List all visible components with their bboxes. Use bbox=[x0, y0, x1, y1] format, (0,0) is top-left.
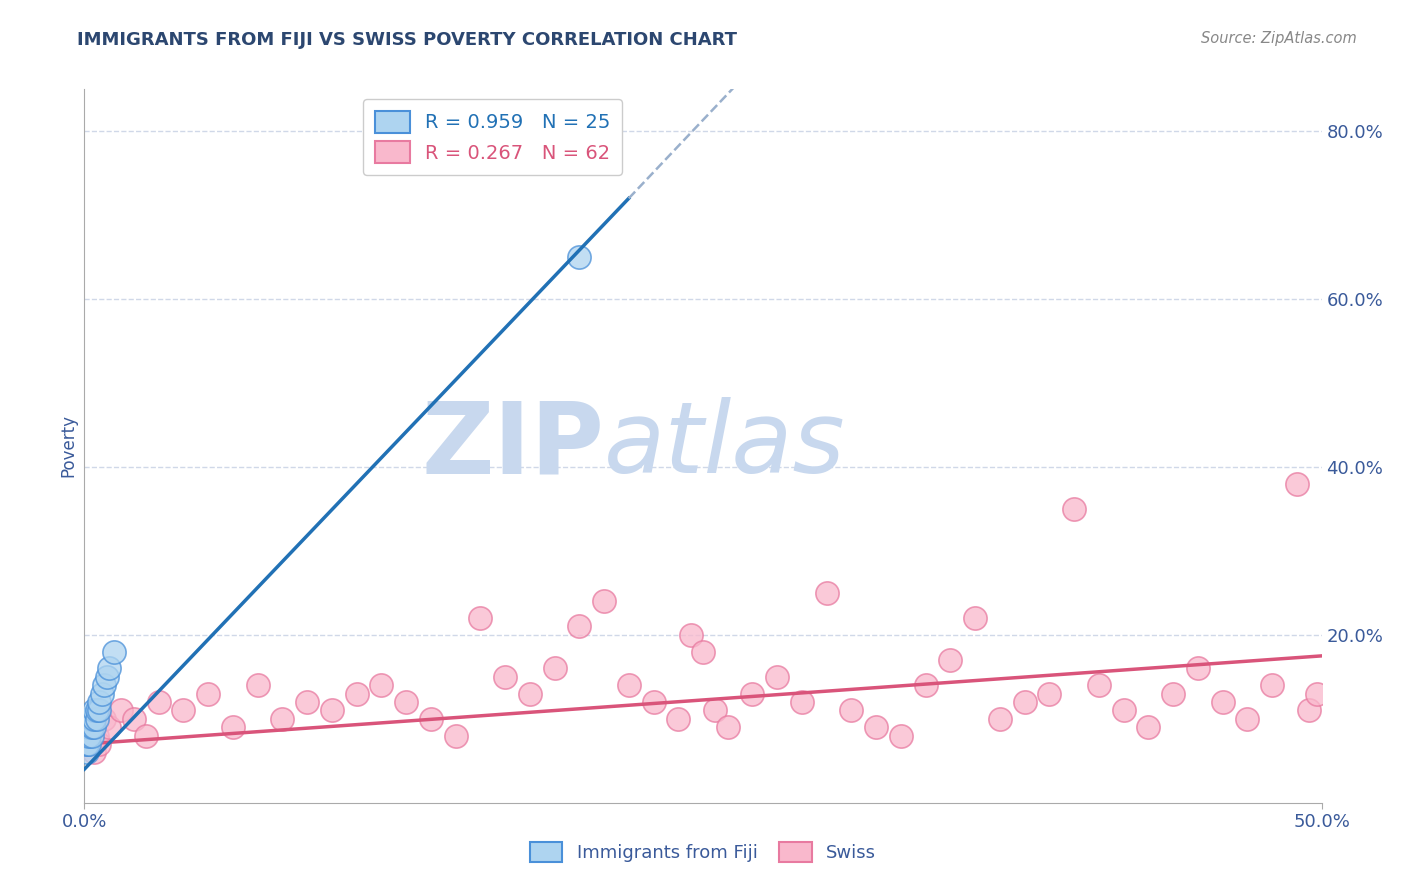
Point bbox=[346, 687, 368, 701]
Point bbox=[1038, 687, 1060, 701]
Text: IMMIGRANTS FROM FIJI VS SWISS POVERTY CORRELATION CHART: IMMIGRANTS FROM FIJI VS SWISS POVERTY CO… bbox=[77, 31, 737, 49]
Point bbox=[939, 653, 962, 667]
Point bbox=[643, 695, 665, 709]
Point bbox=[988, 712, 1011, 726]
Point bbox=[96, 670, 118, 684]
Point bbox=[679, 628, 702, 642]
Point bbox=[93, 712, 115, 726]
Point bbox=[790, 695, 813, 709]
Point bbox=[98, 661, 121, 675]
Point bbox=[370, 678, 392, 692]
Point bbox=[1161, 687, 1184, 701]
Point bbox=[965, 611, 987, 625]
Point bbox=[76, 737, 98, 751]
Point bbox=[1137, 720, 1160, 734]
Point bbox=[841, 703, 863, 717]
Point bbox=[79, 729, 101, 743]
Point bbox=[704, 703, 727, 717]
Point bbox=[617, 678, 640, 692]
Text: atlas: atlas bbox=[605, 398, 845, 494]
Point bbox=[1014, 695, 1036, 709]
Point bbox=[494, 670, 516, 684]
Point bbox=[271, 712, 294, 726]
Point bbox=[766, 670, 789, 684]
Point bbox=[246, 678, 269, 692]
Point bbox=[148, 695, 170, 709]
Point bbox=[76, 729, 98, 743]
Point bbox=[1112, 703, 1135, 717]
Point bbox=[90, 687, 112, 701]
Point bbox=[593, 594, 616, 608]
Point bbox=[80, 712, 103, 726]
Legend: R = 0.959   N = 25, R = 0.267   N = 62: R = 0.959 N = 25, R = 0.267 N = 62 bbox=[363, 99, 623, 175]
Point bbox=[444, 729, 467, 743]
Point bbox=[741, 687, 763, 701]
Point bbox=[76, 737, 98, 751]
Point bbox=[80, 720, 103, 734]
Point bbox=[122, 712, 145, 726]
Point bbox=[89, 703, 111, 717]
Point bbox=[103, 645, 125, 659]
Point bbox=[568, 619, 591, 633]
Point bbox=[110, 703, 132, 717]
Point bbox=[89, 737, 111, 751]
Point bbox=[568, 250, 591, 264]
Point bbox=[79, 737, 101, 751]
Point bbox=[890, 729, 912, 743]
Point bbox=[89, 695, 111, 709]
Point bbox=[86, 729, 108, 743]
Point bbox=[717, 720, 740, 734]
Point bbox=[1298, 703, 1320, 717]
Point bbox=[519, 687, 541, 701]
Text: ZIP: ZIP bbox=[422, 398, 605, 494]
Point bbox=[865, 720, 887, 734]
Point bbox=[1063, 502, 1085, 516]
Point bbox=[1212, 695, 1234, 709]
Point bbox=[79, 712, 101, 726]
Point bbox=[1305, 687, 1327, 701]
Y-axis label: Poverty: Poverty bbox=[59, 415, 77, 477]
Point bbox=[1261, 678, 1284, 692]
Point bbox=[222, 720, 245, 734]
Point bbox=[543, 661, 565, 675]
Point bbox=[1187, 661, 1209, 675]
Point bbox=[79, 737, 101, 751]
Point bbox=[93, 678, 115, 692]
Point bbox=[86, 703, 108, 717]
Point bbox=[98, 720, 121, 734]
Point bbox=[295, 695, 318, 709]
Point bbox=[80, 720, 103, 734]
Point bbox=[470, 611, 492, 625]
Point bbox=[419, 712, 441, 726]
Point bbox=[1285, 476, 1308, 491]
Point bbox=[76, 746, 98, 760]
Point bbox=[692, 645, 714, 659]
Point bbox=[914, 678, 936, 692]
Point bbox=[1088, 678, 1111, 692]
Point bbox=[395, 695, 418, 709]
Point bbox=[86, 712, 108, 726]
Point bbox=[197, 687, 219, 701]
Point bbox=[83, 703, 105, 717]
Point bbox=[76, 729, 98, 743]
Point bbox=[321, 703, 343, 717]
Point bbox=[83, 712, 105, 726]
Text: Source: ZipAtlas.com: Source: ZipAtlas.com bbox=[1201, 31, 1357, 46]
Point bbox=[1236, 712, 1258, 726]
Legend: Immigrants from Fiji, Swiss: Immigrants from Fiji, Swiss bbox=[523, 834, 883, 870]
Point bbox=[83, 746, 105, 760]
Point bbox=[79, 712, 101, 726]
Point bbox=[79, 720, 101, 734]
Point bbox=[80, 729, 103, 743]
Point bbox=[666, 712, 689, 726]
Point bbox=[83, 720, 105, 734]
Point bbox=[135, 729, 157, 743]
Point bbox=[815, 586, 838, 600]
Point bbox=[172, 703, 194, 717]
